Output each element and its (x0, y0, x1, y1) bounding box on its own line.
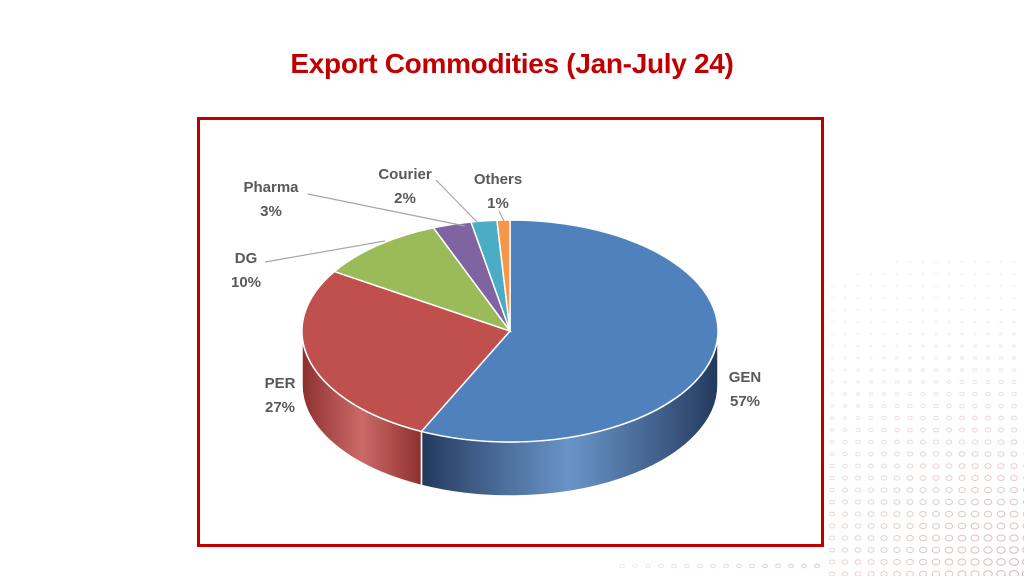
pie-slice-dg (332, 226, 513, 333)
chart-frame: GEN 57% PER 27% DG 10% Pharma 3% Courier 2% Others… (197, 117, 824, 547)
pie-top-faces (301, 219, 719, 443)
slice-percent-gen: 57% (730, 393, 760, 410)
leader-line-dg (264, 240, 386, 263)
slice-percent-pharma: 3% (260, 203, 282, 220)
slice-label-others: Others (474, 171, 522, 188)
leader-line-courier (435, 179, 478, 223)
slice-label-courier: Courier (378, 166, 432, 183)
slice-label-per: PER (265, 375, 296, 392)
slice-percent-dg: 10% (231, 274, 261, 291)
slice-label-pharma: Pharma (243, 179, 299, 196)
slice-label-gen: GEN (729, 369, 762, 386)
pie-chart: GEN 57% PER 27% DG 10% Pharma 3% Courier 2% Others… (231, 166, 761, 497)
leader-line-pharma (307, 193, 466, 227)
slice-percent-per: 27% (265, 399, 295, 416)
page-title: Export Commodities (Jan-July 24) (290, 48, 734, 79)
slice-percent-courier: 2% (394, 190, 416, 207)
pie-labels: GEN 57% PER 27% DG 10% Pharma 3% Courier 2% Others… (231, 166, 761, 416)
slice-percent-others: 1% (487, 195, 509, 212)
pie-slice-per (301, 270, 512, 433)
slice-label-dg: DG (235, 250, 258, 267)
pie-slice-gen (420, 219, 719, 443)
leader-line-others (498, 210, 505, 222)
